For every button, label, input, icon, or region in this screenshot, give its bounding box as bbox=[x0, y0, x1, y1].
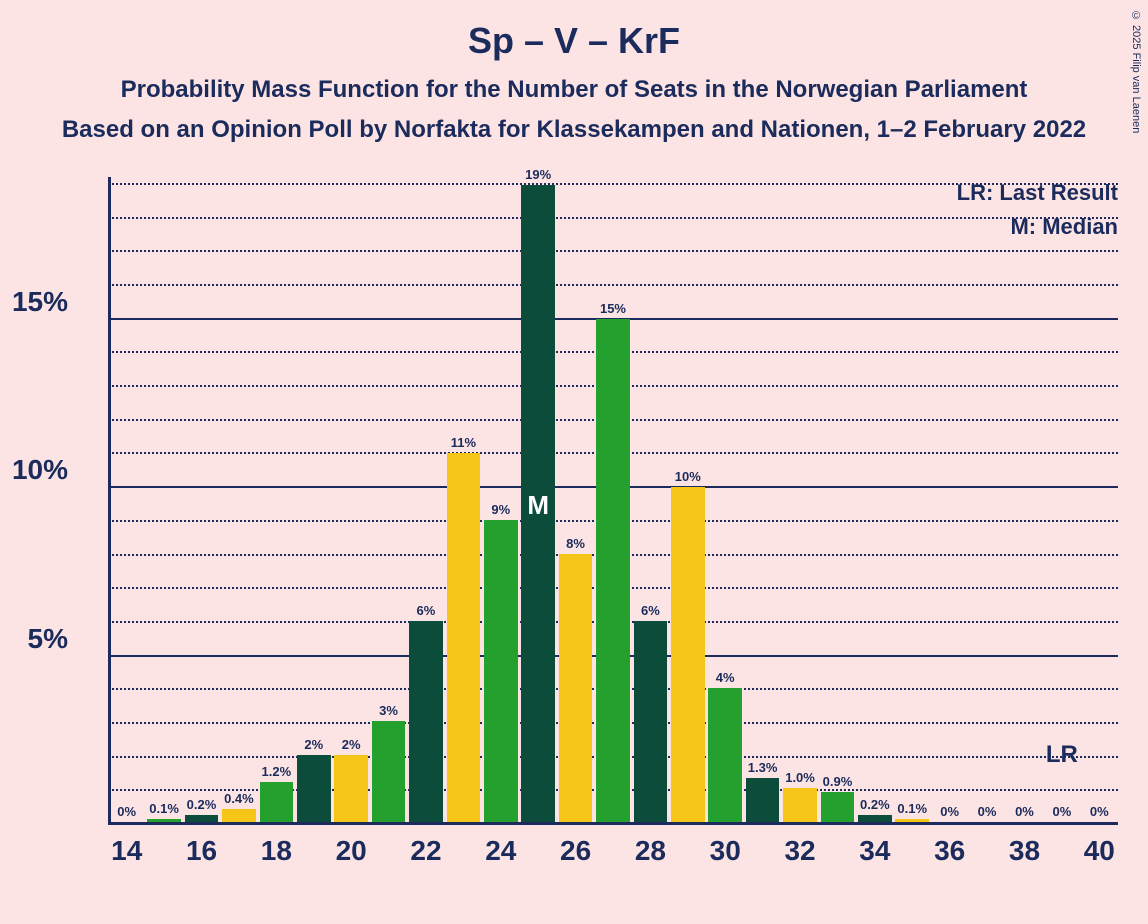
bar-value-label: 3% bbox=[379, 703, 398, 721]
bar-value-label: 1.2% bbox=[262, 764, 292, 782]
x-axis-label: 32 bbox=[784, 825, 815, 867]
bar-value-label: 8% bbox=[566, 536, 585, 554]
bar-value-label: 0% bbox=[1090, 804, 1109, 822]
bar: 0.9% bbox=[821, 792, 855, 822]
bar-value-label: 2% bbox=[304, 737, 323, 755]
x-axis-label: 18 bbox=[261, 825, 292, 867]
bar: 15% bbox=[596, 319, 630, 822]
bars-container: 0%0.1%0.2%0.4%1.2%2%2%3%6%11%9%19%M8%15%… bbox=[108, 185, 1118, 822]
x-axis-label: 38 bbox=[1009, 825, 1040, 867]
bar-value-label: 0% bbox=[117, 804, 136, 822]
bar: 0.4% bbox=[222, 809, 256, 822]
bar-value-label: 0.4% bbox=[224, 791, 254, 809]
x-axis-label: 36 bbox=[934, 825, 965, 867]
bar: 1.2% bbox=[260, 782, 294, 822]
subtitle-2: Based on an Opinion Poll by Norfakta for… bbox=[0, 104, 1148, 144]
bar: 0.1% bbox=[147, 819, 181, 822]
bar-value-label: 1.0% bbox=[785, 770, 815, 788]
bar: 0.1% bbox=[895, 819, 929, 822]
y-axis-label: 5% bbox=[28, 623, 68, 655]
bar-value-label: 0.2% bbox=[187, 797, 217, 815]
bar-value-label: 1.3% bbox=[748, 760, 778, 778]
bar: 1.3% bbox=[746, 778, 780, 822]
bar: 6% bbox=[634, 621, 668, 822]
bar-value-label: 2% bbox=[342, 737, 361, 755]
x-axis-label: 22 bbox=[410, 825, 441, 867]
bar-value-label: 6% bbox=[417, 603, 436, 621]
bar: 19%M bbox=[521, 185, 555, 822]
bar: 4% bbox=[708, 688, 742, 822]
lr-marker: LR bbox=[1046, 741, 1078, 769]
bar: 2% bbox=[297, 755, 331, 822]
bar-value-label: 0% bbox=[1052, 804, 1071, 822]
bar-value-label: 10% bbox=[675, 469, 701, 487]
bar-value-label: 0.1% bbox=[897, 801, 927, 819]
x-axis-label: 34 bbox=[859, 825, 890, 867]
bar: 3% bbox=[372, 721, 406, 822]
bar: 2% bbox=[334, 755, 368, 822]
bar: 11% bbox=[447, 453, 481, 822]
bar-value-label: 19% bbox=[525, 167, 551, 185]
bar: 0.2% bbox=[858, 815, 892, 822]
chart-area: 0%0.1%0.2%0.4%1.2%2%2%3%6%11%9%19%M8%15%… bbox=[108, 185, 1118, 825]
bar-value-label: 4% bbox=[716, 670, 735, 688]
bar-value-label: 0.9% bbox=[823, 774, 853, 792]
x-axis-label: 24 bbox=[485, 825, 516, 867]
bar-value-label: 6% bbox=[641, 603, 660, 621]
x-axis-label: 40 bbox=[1084, 825, 1115, 867]
x-axis-label: 30 bbox=[710, 825, 741, 867]
bar-value-label: 9% bbox=[491, 502, 510, 520]
bar: 0.2% bbox=[185, 815, 219, 822]
y-axis-label: 10% bbox=[12, 454, 68, 486]
median-marker: M bbox=[527, 490, 549, 521]
bar-value-label: 0% bbox=[1015, 804, 1034, 822]
x-axis-label: 28 bbox=[635, 825, 666, 867]
bar-value-label: 11% bbox=[451, 435, 476, 453]
bar-value-label: 0% bbox=[978, 804, 997, 822]
x-axis bbox=[108, 822, 1118, 825]
bar-value-label: 15% bbox=[600, 301, 626, 319]
subtitle-1: Probability Mass Function for the Number… bbox=[0, 62, 1148, 104]
x-axis-label: 26 bbox=[560, 825, 591, 867]
bar-value-label: 0.2% bbox=[860, 797, 890, 815]
y-axis-label: 15% bbox=[12, 286, 68, 318]
bar: 6% bbox=[409, 621, 443, 822]
x-axis-label: 16 bbox=[186, 825, 217, 867]
bar: 8% bbox=[559, 554, 593, 822]
bar: 9% bbox=[484, 520, 518, 822]
bar: 10% bbox=[671, 487, 705, 822]
copyright: © 2025 Filip van Laenen bbox=[1130, 10, 1142, 133]
x-axis-label: 14 bbox=[111, 825, 142, 867]
x-axis-label: 20 bbox=[336, 825, 367, 867]
bar-value-label: 0.1% bbox=[149, 801, 179, 819]
bar-value-label: 0% bbox=[940, 804, 959, 822]
bar: 1.0% bbox=[783, 788, 817, 822]
main-title: Sp – V – KrF bbox=[0, 0, 1148, 62]
